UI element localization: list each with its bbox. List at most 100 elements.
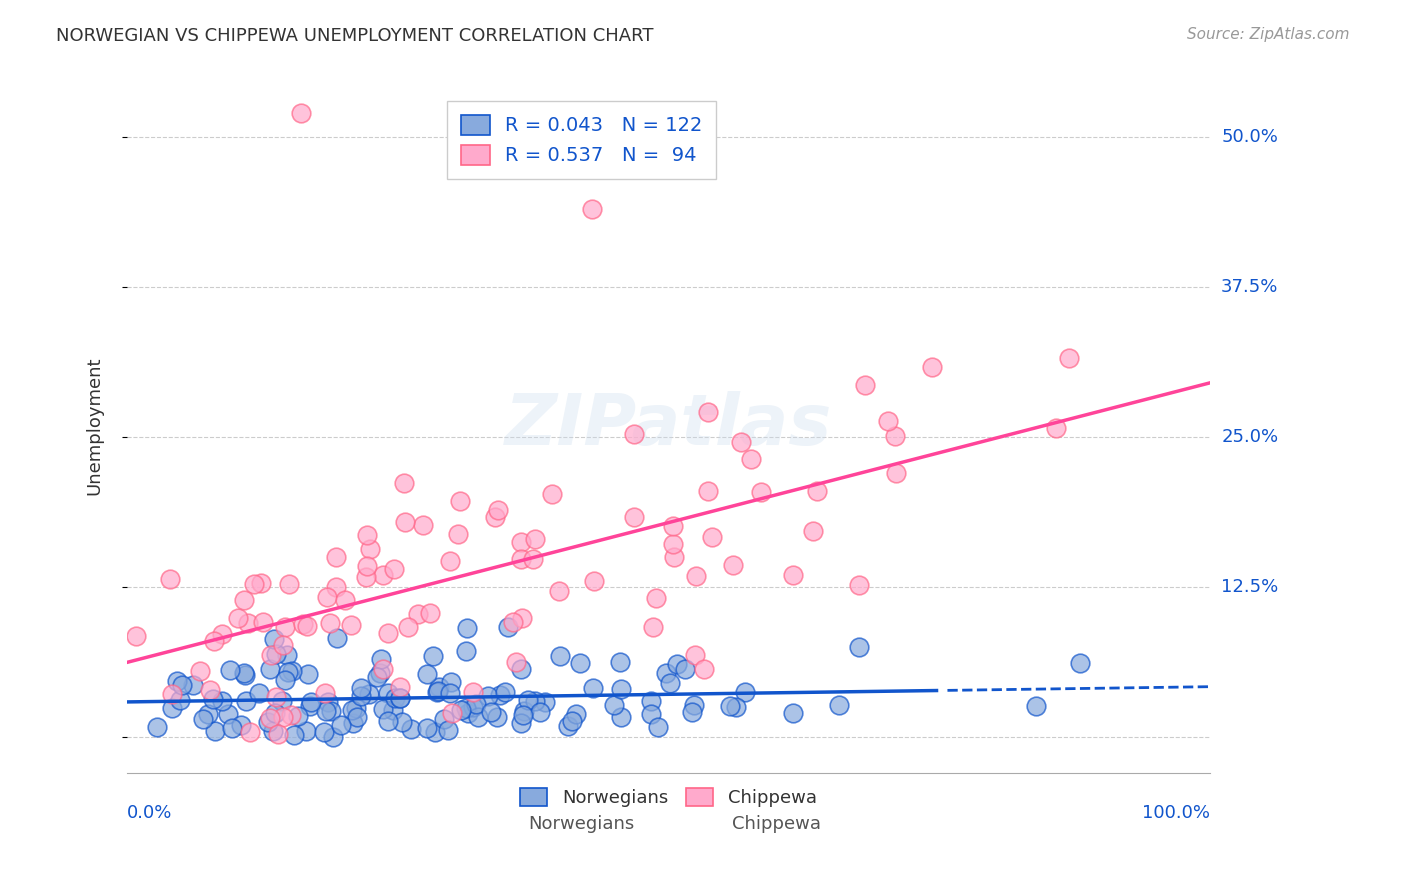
Point <box>513 705 536 719</box>
Point <box>439 686 461 700</box>
Point <box>461 685 484 699</box>
Point <box>226 611 249 625</box>
Point <box>257 715 280 730</box>
Point <box>664 550 686 565</box>
Point <box>181 678 204 692</box>
Point <box>416 666 439 681</box>
Point <box>456 701 478 715</box>
Point <box>366 670 388 684</box>
Point <box>465 698 488 712</box>
Point <box>422 648 444 663</box>
Point <box>346 710 368 724</box>
Point <box>247 686 270 700</box>
Point <box>344 701 367 715</box>
Point <box>479 706 502 720</box>
Point <box>295 618 318 632</box>
Point <box>583 574 606 589</box>
Point <box>389 691 412 706</box>
Point <box>319 616 342 631</box>
Point <box>312 724 335 739</box>
Point <box>333 592 356 607</box>
Point <box>233 666 256 681</box>
Point <box>848 640 870 655</box>
Point <box>325 580 347 594</box>
Point <box>408 607 430 621</box>
Point <box>665 657 688 671</box>
Point <box>274 673 297 687</box>
Point <box>876 414 898 428</box>
Point <box>921 359 943 374</box>
Point <box>724 700 747 714</box>
Point <box>263 632 285 646</box>
Point <box>295 724 318 739</box>
Point <box>377 686 399 700</box>
Point <box>357 687 380 701</box>
Point <box>484 510 506 524</box>
Point <box>884 429 907 443</box>
Point <box>510 552 533 566</box>
Point <box>250 575 273 590</box>
Point <box>702 529 724 543</box>
Point <box>412 518 434 533</box>
Point <box>647 721 669 735</box>
Point <box>662 518 685 533</box>
Point <box>340 703 363 717</box>
Point <box>734 685 756 699</box>
Point <box>267 727 290 741</box>
Point <box>388 691 411 706</box>
Point <box>565 707 588 722</box>
Point <box>290 106 312 120</box>
Text: 50.0%: 50.0% <box>1222 128 1278 146</box>
Point <box>388 680 411 694</box>
Point <box>278 576 301 591</box>
Point <box>529 705 551 719</box>
Point <box>437 723 460 737</box>
Point <box>326 631 349 645</box>
Point <box>274 620 297 634</box>
Point <box>721 558 744 572</box>
Point <box>202 634 225 648</box>
Text: Source: ZipAtlas.com: Source: ZipAtlas.com <box>1187 27 1350 42</box>
Point <box>561 714 583 728</box>
Point <box>1025 698 1047 713</box>
Point <box>454 644 477 658</box>
Point <box>371 662 394 676</box>
Point <box>673 662 696 676</box>
Point <box>191 713 214 727</box>
Point <box>693 662 716 676</box>
Point <box>540 487 562 501</box>
Point <box>522 552 544 566</box>
Point <box>315 704 337 718</box>
Point <box>447 527 470 541</box>
Point <box>172 678 194 692</box>
Point <box>291 616 314 631</box>
Point <box>399 722 422 736</box>
Point <box>427 680 450 694</box>
Point <box>233 593 256 607</box>
Point <box>262 724 284 739</box>
Point <box>271 638 294 652</box>
Point <box>423 725 446 739</box>
Point <box>495 685 517 699</box>
Point <box>125 629 148 643</box>
Point <box>252 615 274 629</box>
Point <box>394 476 416 491</box>
Point <box>662 537 685 551</box>
Point <box>159 572 181 586</box>
Point <box>645 591 668 606</box>
Point <box>350 681 373 695</box>
Point <box>377 626 399 640</box>
Point <box>505 655 527 669</box>
Text: 0.0%: 0.0% <box>127 805 173 822</box>
Point <box>169 693 191 707</box>
Point <box>316 695 339 709</box>
Point <box>221 721 243 735</box>
Point <box>394 515 416 529</box>
Point <box>643 620 665 634</box>
Point <box>211 627 233 641</box>
Point <box>235 693 257 707</box>
Point <box>486 502 509 516</box>
Point <box>259 710 281 724</box>
Text: 25.0%: 25.0% <box>1222 428 1278 446</box>
Point <box>426 683 449 698</box>
